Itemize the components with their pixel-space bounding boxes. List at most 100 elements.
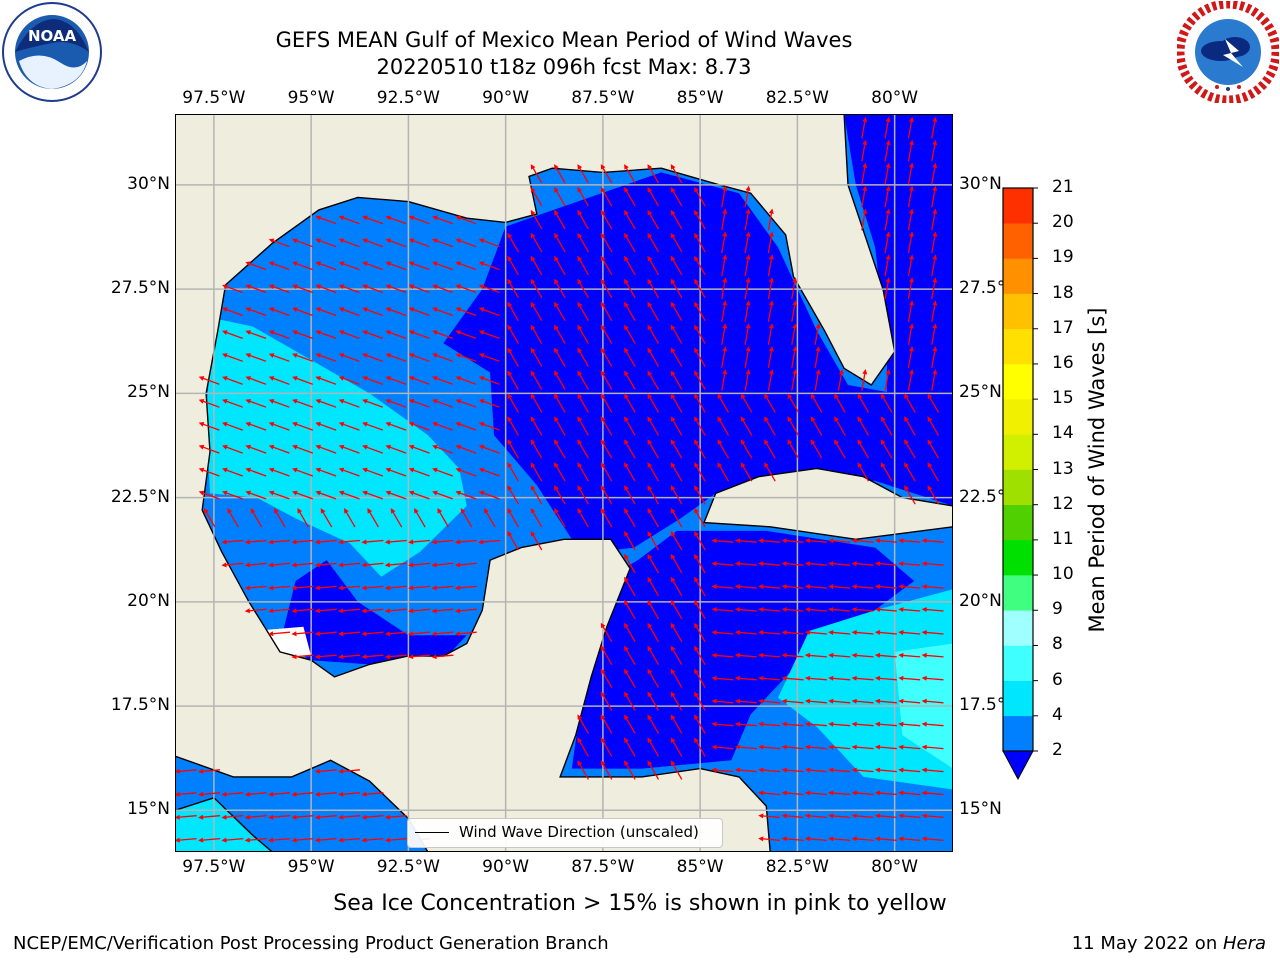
wave-arrow-head (624, 347, 629, 354)
wave-arrow (671, 257, 683, 276)
wave-arrow (577, 211, 589, 230)
wave-arrow-head (734, 561, 741, 567)
wave-arrow-head (507, 393, 513, 399)
wave-arrow-head (828, 675, 834, 681)
lon-tick-label: 97.5°W (182, 88, 246, 108)
colorbar-tick-label: 15 (1052, 388, 1074, 409)
wave-arrow (876, 539, 897, 543)
wave-arrow (713, 608, 734, 612)
wave-arrow-head (362, 330, 368, 335)
wave-arrow-head (874, 607, 881, 612)
wave-arrow (246, 837, 267, 842)
wave-arrow (247, 445, 267, 454)
wave-arrow-head (624, 232, 629, 239)
wave-arrow (791, 302, 796, 323)
wave-arrow (223, 307, 243, 317)
wave-arrow (317, 307, 337, 317)
wave-arrow (694, 417, 706, 436)
wave-arrow (671, 624, 683, 643)
wave-arrow (624, 417, 636, 436)
wave-arrow (783, 746, 804, 750)
wave-arrow (923, 769, 944, 773)
wave-arrow (293, 262, 314, 271)
wave-arrow-head (315, 238, 321, 244)
wave-arrow-head (408, 399, 415, 404)
wave-arrow (270, 815, 291, 819)
wave-arrow (387, 285, 407, 294)
wave-arrow-head (909, 277, 914, 283)
wave-arrow-head (862, 116, 868, 123)
wave-arrow-head (828, 813, 834, 819)
wave-arrow-head (292, 467, 298, 473)
wave-arrow-head (670, 737, 676, 743)
wave-arrow (601, 394, 613, 413)
wave-arrow (577, 257, 589, 276)
wave-arrow (270, 631, 291, 635)
wave-arrow-head (670, 714, 676, 720)
wave-arrow-head (408, 631, 414, 637)
wave-arrow (671, 555, 683, 574)
wave-arrow-head (361, 791, 367, 797)
wave-arrow-head (898, 767, 904, 773)
wave-arrow (316, 562, 337, 566)
wave-arrow (830, 815, 851, 819)
wave-arrow-head (478, 261, 485, 267)
colorbar-tick-label: 11 (1052, 528, 1074, 549)
wave-arrow (811, 440, 823, 459)
wave-arrow (744, 279, 750, 300)
wave-arrow-head (600, 324, 606, 331)
wave-arrow-head (338, 376, 345, 381)
wave-arrow-head (804, 721, 811, 727)
wave-arrow-head (828, 721, 834, 727)
colorbar (1000, 186, 1040, 786)
wave-arrow-head (624, 760, 629, 766)
wave-arrow-head (385, 330, 391, 335)
period-zone-below-2-west (280, 560, 467, 665)
wave-arrow (363, 285, 384, 294)
wave-arrow (387, 262, 407, 271)
wave-arrow-head (768, 277, 774, 283)
svg-text:NOAA: NOAA (28, 27, 77, 45)
colorbar-tick-label: 13 (1052, 458, 1074, 479)
wave-arrow-head (314, 608, 320, 614)
wave-arrow-head (315, 307, 321, 312)
wave-arrow (721, 324, 726, 345)
wave-arrow (317, 491, 337, 500)
colorbar-tick-label: 21 (1052, 177, 1074, 197)
wave-arrow (767, 233, 773, 254)
wave-arrow-head (694, 668, 699, 675)
wave-arrow-head (600, 416, 606, 422)
wave-arrow (204, 509, 216, 528)
wave-arrow (433, 216, 454, 225)
wave-arrow-head (390, 508, 396, 514)
wave-arrow-head (740, 462, 746, 468)
wave-arrow (783, 723, 804, 727)
wave-arrow-head (647, 393, 653, 399)
wave-arrow (251, 509, 263, 528)
wave-arrow-head (577, 714, 583, 720)
colorbar-segment (1003, 188, 1033, 224)
wave-arrow (456, 539, 477, 543)
wave-arrow (694, 325, 706, 344)
wave-arrow-head (781, 790, 787, 796)
wave-arrow (721, 233, 726, 254)
wave-arrow (199, 769, 221, 773)
colorbar-segment (1003, 258, 1033, 294)
wave-arrow-head (175, 837, 180, 843)
wave-arrow (247, 285, 267, 294)
wave-arrow (531, 234, 543, 253)
wave-arrow-head (554, 301, 559, 308)
wave-arrow (931, 141, 936, 162)
wave-arrow (624, 165, 636, 184)
wave-arrow-head (600, 393, 606, 399)
wave-arrow-head (898, 836, 904, 842)
wave-arrow-head (647, 416, 653, 422)
wave-arrow-head (804, 607, 811, 612)
wave-arrow (876, 608, 897, 612)
wave-arrow (900, 815, 921, 819)
colorbar-tick-label: 16 (1052, 352, 1074, 373)
wave-arrow (927, 394, 940, 413)
wave-arrow (721, 279, 726, 300)
wave-arrow (461, 509, 473, 528)
wave-arrow-head (758, 584, 764, 590)
